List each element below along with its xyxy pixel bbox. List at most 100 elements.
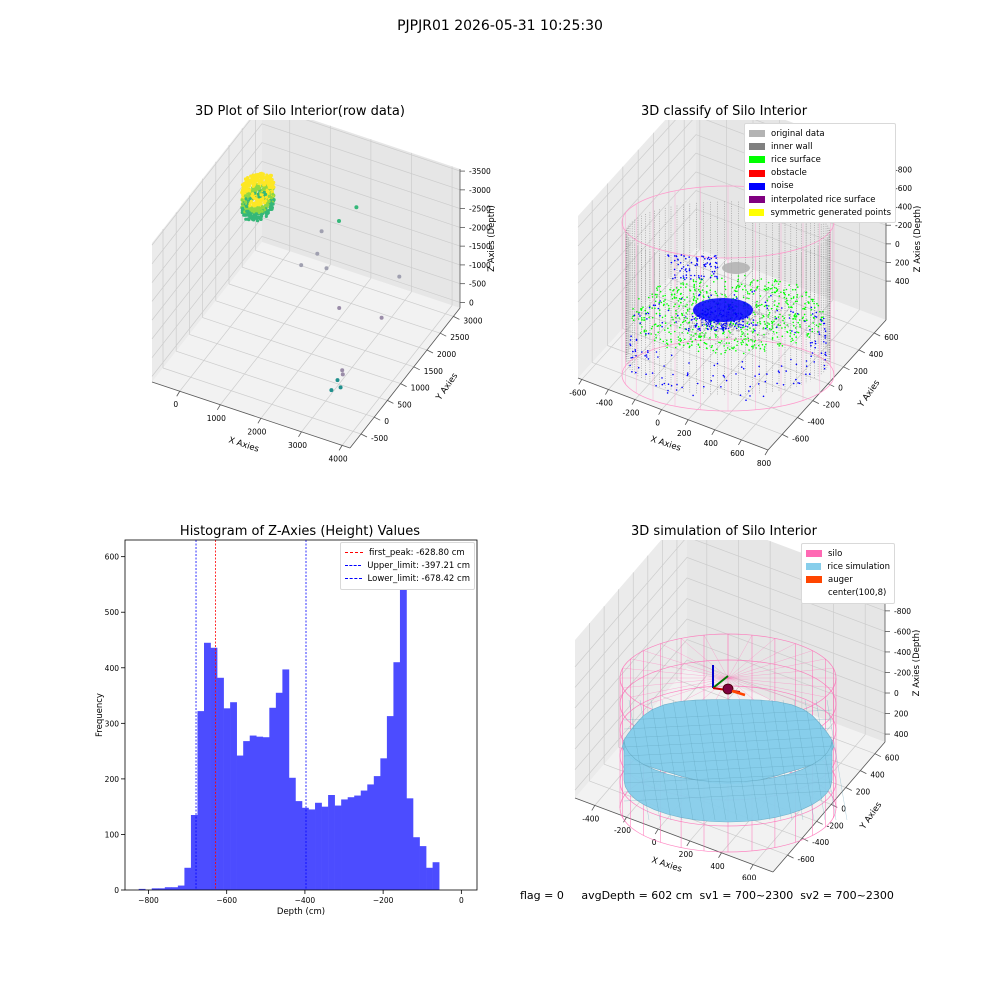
noise-point [645,333,647,335]
raw-cluster-point [254,212,258,216]
x-tick [684,419,689,425]
raw-cluster-point [245,209,249,213]
x-tick-label: 3000 [288,441,307,450]
noise-point [645,373,647,375]
noise-point [742,324,744,327]
original-data-point [744,322,746,325]
original-data-point [731,325,733,328]
noise-point [651,372,654,374]
legend-swatch [749,196,765,204]
grid-line [574,556,886,688]
y-tick-label: 600 [884,333,899,342]
rice-surface-point [804,306,807,309]
y-tick-label: 0 [114,886,119,895]
noise-point [700,275,703,277]
rice-surface-point [794,318,797,320]
rice-surface-point [757,344,760,347]
rice-mesh-line [623,790,833,802]
original-data-point [736,321,739,323]
noise-point [810,355,812,357]
grid-line [687,289,807,420]
rice-surface-point [724,285,726,288]
z-tick-label: -400 [895,203,912,212]
rice-surface-point [674,330,676,333]
rice-surface-point [756,286,758,288]
legend-label: silo [828,548,843,559]
x-tick-label: 400 [704,439,719,448]
z-tick-label: -2500 [469,205,491,214]
rice-surface-point [778,345,780,347]
rice-surface-point [749,282,752,284]
x-tick [298,431,302,438]
rice-surface-point [659,338,662,341]
y-tick [828,383,835,388]
rice-surface-point [688,308,691,310]
raw-cluster-point [259,206,263,210]
rice-surface-point [763,350,766,352]
original-data-point [743,333,745,335]
raw-cluster-point [245,187,249,191]
original-data-point [743,320,746,323]
y-axis-title: Frequency [95,693,105,737]
noise-point [648,306,651,309]
raw-cluster-point [248,178,252,182]
noise-point [634,349,636,351]
noise-point [794,331,796,334]
x-axis-line [151,381,351,449]
rice-surface-point [799,324,801,326]
noise-point [823,322,826,325]
original-data-point [754,327,757,329]
noise-point [720,386,722,388]
noise-point [795,378,797,381]
noise-point [736,297,738,299]
original-data-point [756,305,758,307]
original-data-point [694,302,697,305]
noise-point [722,374,725,377]
rice-surface-point [632,319,635,321]
z-tick-label: -600 [895,184,912,193]
hist-bar [210,647,218,890]
rice-surface-point [657,285,659,288]
noise-point [685,277,688,279]
raw-cluster-point [269,202,273,206]
noise-point [675,255,678,258]
rice-surface-point [641,326,643,328]
rice-surface-point [764,285,766,287]
noise-point [661,321,664,324]
raw-cluster-point [266,174,270,178]
rice-mesh-line [672,699,694,821]
rice-surface-point [794,327,797,329]
rice-mesh-line [661,699,683,821]
rice-surface-point [675,287,678,289]
silo-roof-wire [727,638,776,679]
rice-surface-point [654,300,657,303]
rice-surface-point [799,326,801,328]
y-tick-label: 500 [105,608,120,617]
rice-surface-point [680,283,682,285]
raw-outlier-point [340,368,345,373]
x-tick-label: -400 [596,399,613,408]
y-tick [426,349,434,354]
noise-point [661,377,663,379]
y-tick-label: -500 [371,434,388,443]
rice-surface-point [640,317,643,319]
raw-cluster-point [261,196,265,200]
noise-point [778,371,780,374]
rice-surface-point [797,321,799,324]
raw-cluster-point [246,217,250,221]
original-data-point [745,321,747,323]
noise-point [752,319,755,321]
back-right-pane [262,120,460,308]
noise-point [667,254,669,256]
rice-surface-point [763,346,766,348]
rice-surface-point [671,294,673,296]
rice-surface-point [746,291,749,293]
original-data-point [688,310,690,312]
rice-surface-point [819,310,821,313]
rice-mesh-line [727,699,749,821]
rice-surface-point [710,274,713,277]
rice-surface-point [751,345,753,348]
original-data-point [734,337,737,339]
rice-surface-point [729,331,731,334]
noise-point [646,356,648,358]
